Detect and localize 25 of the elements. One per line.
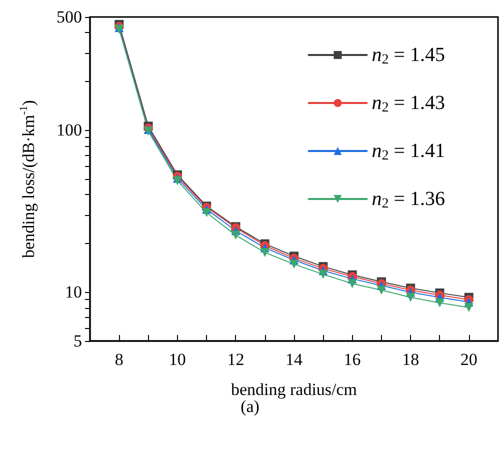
y-tick-label: 5 xyxy=(74,332,82,350)
point xyxy=(172,176,182,186)
y-axis-title: bending loss/(dB·km-1) xyxy=(18,100,38,258)
x-tick-label: 10 xyxy=(168,350,186,369)
point xyxy=(376,286,386,295)
point xyxy=(348,279,357,288)
point xyxy=(435,298,444,308)
point xyxy=(464,302,474,312)
x-tick-label: 8 xyxy=(114,350,124,369)
x-axis-title: bending radius/cm xyxy=(230,380,358,399)
x-tick-label: 20 xyxy=(460,350,478,369)
point xyxy=(318,270,328,279)
y-tick-label: 500 xyxy=(56,8,82,26)
point xyxy=(260,248,270,257)
x-tick-label: 18 xyxy=(402,350,420,369)
y-tick-label: 100 xyxy=(56,120,82,140)
x-tick-label: 12 xyxy=(227,350,244,369)
point xyxy=(406,292,416,302)
x-tick-label: 14 xyxy=(286,350,303,369)
text: (a) xyxy=(240,397,260,416)
point xyxy=(290,260,298,269)
point xyxy=(231,230,240,240)
y-tick-label: 10 xyxy=(65,282,82,302)
point xyxy=(202,208,212,218)
x-tick-label: 16 xyxy=(344,350,361,369)
